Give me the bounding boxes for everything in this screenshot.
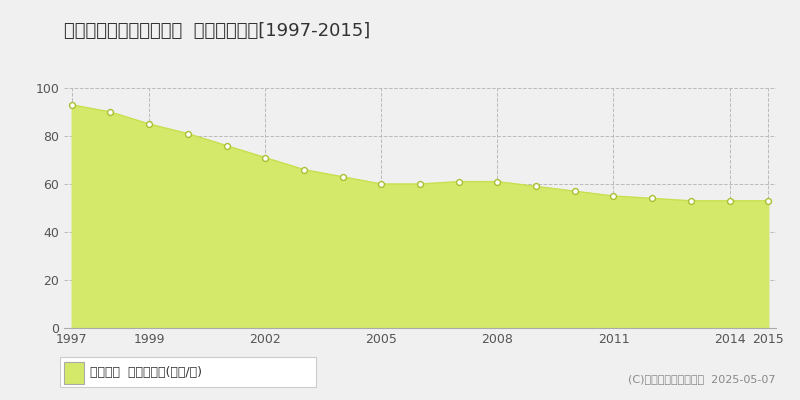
Point xyxy=(568,188,581,194)
Point xyxy=(142,121,155,127)
Point xyxy=(259,154,272,161)
Point xyxy=(298,166,310,173)
Text: 大阪市住之江区北加賀屋  基準地価推移[1997-2015]: 大阪市住之江区北加賀屋 基準地価推移[1997-2015] xyxy=(64,22,370,40)
Point xyxy=(414,181,426,187)
Point xyxy=(104,109,117,115)
Point xyxy=(66,102,78,108)
Point xyxy=(723,198,736,204)
Point xyxy=(491,178,504,185)
Point xyxy=(375,181,388,187)
Point xyxy=(220,142,233,149)
Point xyxy=(336,174,349,180)
Point xyxy=(452,178,465,185)
Point xyxy=(646,195,658,202)
Point xyxy=(762,198,774,204)
Text: (C)土地価格ドットコム  2025-05-07: (C)土地価格ドットコム 2025-05-07 xyxy=(629,374,776,384)
Point xyxy=(607,193,620,199)
Point xyxy=(530,183,542,190)
Point xyxy=(182,130,194,137)
Text: 基準地価  平均坤単価(万円/坤): 基準地価 平均坤単価(万円/坤) xyxy=(90,366,202,379)
Point xyxy=(685,198,698,204)
